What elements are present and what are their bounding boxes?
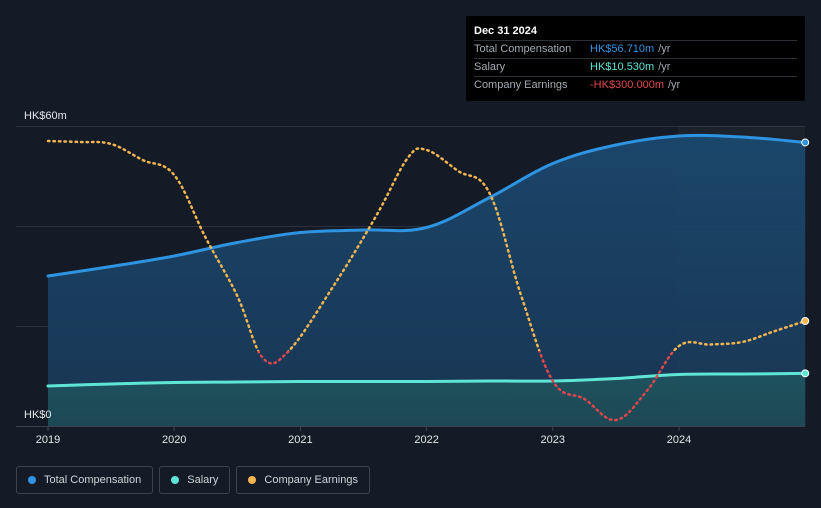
tooltip-label: Company Earnings [474, 79, 568, 91]
tooltip-row-company-earnings: Company Earnings -HK$300.000m /yr [474, 76, 797, 94]
series-end-markers [801, 138, 810, 378]
tooltip-label: Salary [474, 61, 506, 73]
end-marker-company-earnings [801, 317, 810, 325]
area-total-compensation [48, 135, 806, 427]
tooltip-label: Total Compensation [474, 43, 572, 55]
y-tick-label-bottom: HK$0 [24, 409, 52, 421]
x-tick-label: 2022 [414, 434, 438, 446]
legend-label: Salary [187, 474, 219, 486]
legend-item-total-compensation[interactable]: Total Compensation [16, 466, 154, 494]
chart-legend: Total Compensation Salary Company Earnin… [16, 466, 370, 494]
tooltip-row-salary: Salary HK$10.530m /yr [474, 58, 797, 76]
legend-dot-icon [28, 476, 36, 484]
line-total-compensation [46, 133, 807, 278]
tooltip-unit: /yr [658, 61, 671, 73]
area-salary [48, 373, 806, 426]
x-tick-label: 2019 [36, 434, 60, 446]
legend-label: Company Earnings [264, 474, 358, 486]
tooltip-value: -HK$300.000m [590, 79, 664, 91]
end-marker-salary [801, 369, 810, 378]
legend-dot-icon [248, 476, 257, 484]
series-lines [46, 133, 807, 422]
legend-item-salary[interactable]: Salary [159, 466, 231, 494]
tooltip-value: HK$56.710m [590, 43, 655, 55]
x-tick-label: 2021 [288, 434, 312, 446]
legend-label: Total Compensation [44, 474, 142, 486]
axes: 2019 2020 2021 2022 2023 2024 [16, 426, 805, 446]
line-company-earnings-positive [46, 139, 807, 351]
tooltip-unit: /yr [658, 43, 671, 55]
y-tick-label-top: HK$60m [24, 110, 67, 122]
end-marker-total-compensation [801, 138, 810, 147]
x-tick-label: 2024 [667, 434, 691, 446]
tooltip-unit: /yr [668, 79, 681, 91]
tooltip-row-total-compensation: Total Compensation HK$56.710m /yr [474, 40, 797, 58]
legend-item-company-earnings[interactable]: Company Earnings [236, 466, 370, 494]
legend-dot-icon [171, 476, 180, 484]
x-tick-label: 2023 [541, 434, 565, 446]
tooltip-date: Dec 31 2024 [474, 25, 537, 37]
tooltip-panel: Dec 31 2024 Total Compensation HK$56.710… [466, 16, 805, 101]
x-tick-label: 2020 [162, 434, 186, 446]
line-salary [46, 371, 807, 388]
tooltip-value: HK$10.530m [590, 61, 655, 73]
series-areas [48, 135, 806, 427]
